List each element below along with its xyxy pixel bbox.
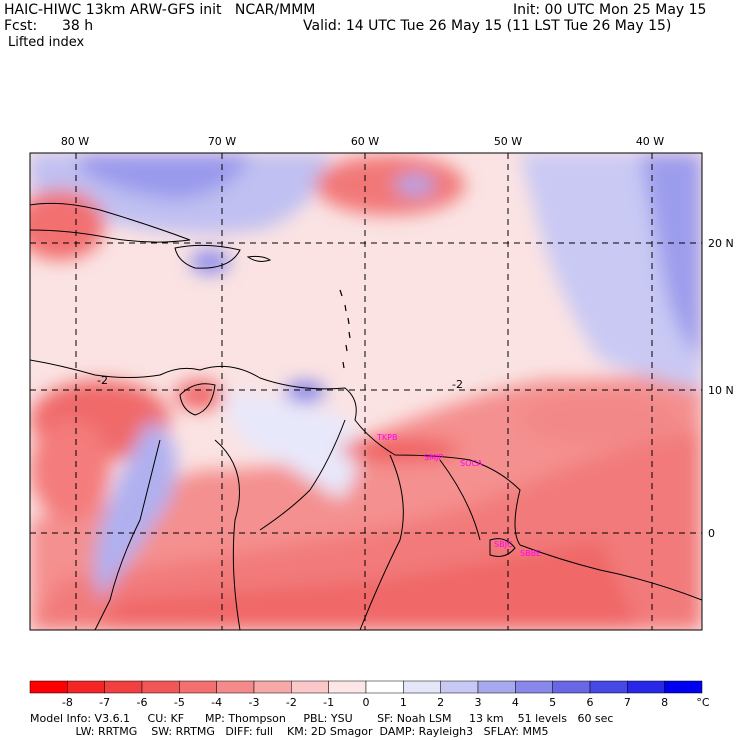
colorbar-tick: -7	[99, 696, 111, 709]
colorbar-tick: -8	[61, 696, 73, 709]
colorbar-swatch	[328, 680, 367, 694]
colorbar-swatch	[67, 680, 105, 694]
colorbar-tick: -4	[211, 696, 223, 709]
colorbar-swatch	[477, 680, 516, 694]
colorbar-tick: -5	[173, 696, 185, 709]
map-frame	[29, 152, 703, 631]
colorbar-tick: 3	[474, 696, 482, 709]
colorbar-swatch	[291, 680, 329, 694]
colorbar-tick: 4	[511, 696, 519, 709]
colorbar-tick: 5	[549, 696, 557, 709]
model-info-line2: LW: RRTMG SW: RRTMG DIFF: full KM: 2D Sm…	[30, 725, 549, 738]
lon-label-60w: 60 W	[351, 135, 379, 148]
colorbar-swatch	[365, 680, 404, 694]
station-sbbe: SBBE	[520, 549, 541, 558]
colorbar-swatch	[29, 680, 68, 694]
station-tkpb: TKPB	[376, 433, 397, 442]
lifted-index-field	[30, 153, 702, 630]
station-sbjc: SBJC	[494, 540, 513, 549]
colorbar-tick: 1	[399, 696, 407, 709]
colorbar-swatch	[664, 680, 703, 694]
colorbar-swatch	[515, 680, 553, 694]
colorbar-tick: 8	[661, 696, 669, 709]
colorbar-swatch	[216, 680, 255, 694]
colorbar-tick: -6	[136, 696, 148, 709]
lat-label-0: 0	[708, 527, 715, 540]
colorbar-swatch	[141, 680, 180, 694]
field-name: Lifted index	[8, 35, 85, 50]
colorbar-swatch	[627, 680, 665, 694]
colorbar-tick: -3	[248, 696, 260, 709]
colorbar-tick: 0	[362, 696, 370, 709]
contour-label-east: -2	[452, 378, 463, 391]
valid-time: Valid: 14 UTC Tue 26 May 15 (11 LST Tue …	[303, 18, 672, 34]
forecast-label: Fcst:	[4, 18, 38, 34]
colorbar-swatch	[253, 680, 292, 694]
colorbar-tick: -2	[285, 696, 297, 709]
colorbar-tick: 7	[623, 696, 631, 709]
lesser-antilles	[339, 289, 351, 369]
colorbar-tick: -1	[323, 696, 335, 709]
coastlines	[30, 202, 702, 630]
colorbar-swatch	[179, 680, 217, 694]
lon-label-50w: 50 W	[494, 135, 522, 148]
init-time: Init: 00 UTC Mon 25 May 15	[513, 2, 707, 18]
colorbar-tick: 2	[437, 696, 445, 709]
lat-lon-grid	[30, 153, 702, 630]
lat-label-10n: 10 N	[708, 384, 734, 397]
model-title: HAIC-HIWC 13km ARW-GFS init NCAR/MMM	[4, 2, 316, 18]
colorbar	[29, 680, 703, 694]
station-smjp: SMJP	[424, 453, 443, 462]
lat-label-20n: 20 N	[708, 237, 734, 250]
colorbar-swatch	[552, 680, 591, 694]
colorbar-swatch	[589, 680, 628, 694]
lon-label-40w: 40 W	[636, 135, 664, 148]
colorbar-tick: 6	[586, 696, 594, 709]
colorbar-swatch	[403, 680, 441, 694]
colorbar-swatch	[104, 680, 143, 694]
forecast-hour: 38 h	[62, 18, 94, 34]
lon-label-80w: 80 W	[61, 135, 89, 148]
colorbar-unit: °C	[696, 696, 710, 709]
lon-label-70w: 70 W	[208, 135, 236, 148]
colorbar-swatch	[440, 680, 479, 694]
model-info-line1: Model Info: V3.6.1 CU: KF MP: Thompson P…	[30, 712, 614, 725]
station-soca: SOCA	[460, 459, 483, 468]
contour-label-west: -2	[97, 374, 108, 387]
